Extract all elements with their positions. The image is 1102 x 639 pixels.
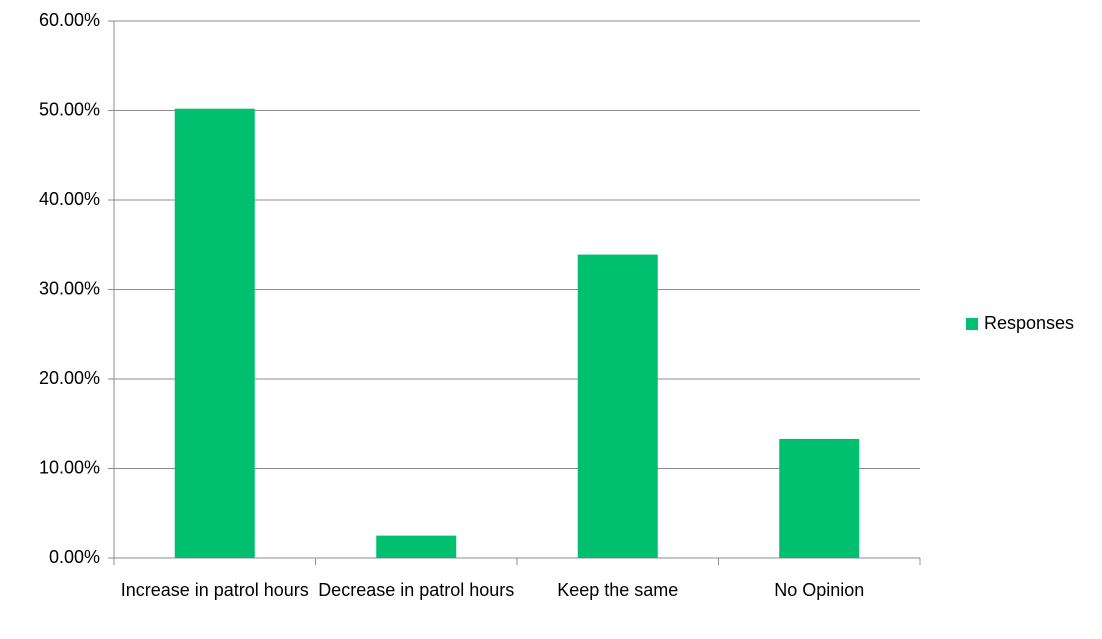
bar bbox=[779, 438, 860, 558]
bar bbox=[376, 535, 457, 558]
y-tick-label: 50.00% bbox=[39, 99, 100, 119]
legend-swatch bbox=[966, 318, 978, 330]
bar bbox=[577, 254, 658, 558]
y-tick-label: 40.00% bbox=[39, 189, 100, 209]
x-tick-label: Increase in patrol hours bbox=[120, 580, 309, 600]
y-tick-label: 0.00% bbox=[49, 547, 100, 567]
y-tick-label: 20.00% bbox=[39, 368, 100, 388]
y-tick-label: 10.00% bbox=[39, 457, 100, 477]
x-tick-label: No Opinion bbox=[774, 580, 865, 600]
x-tick-label: Decrease in patrol hours bbox=[318, 580, 515, 600]
legend-label: Responses bbox=[984, 313, 1074, 333]
y-tick-label: 60.00% bbox=[39, 10, 100, 30]
y-tick-label: 30.00% bbox=[39, 278, 100, 298]
bar bbox=[174, 108, 255, 559]
x-tick-label: Keep the same bbox=[557, 580, 679, 600]
